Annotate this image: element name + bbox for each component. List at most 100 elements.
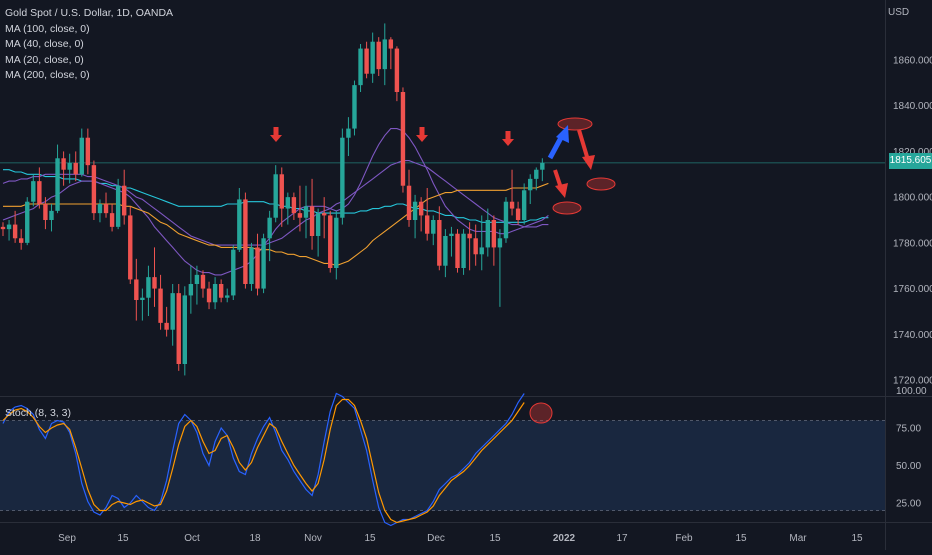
stoch-k-line bbox=[2, 392, 525, 527]
time-tick-label: 15 bbox=[489, 533, 501, 544]
currency-label[interactable]: USD bbox=[888, 7, 910, 18]
candle-body bbox=[18, 238, 24, 243]
candle-body bbox=[388, 39, 394, 49]
candle-body bbox=[297, 213, 303, 218]
stoch-legend[interactable]: Stoch (8, 3, 3) bbox=[5, 407, 71, 419]
time-tick-label: Dec bbox=[427, 533, 445, 544]
candle-body bbox=[152, 277, 157, 289]
legend-ma100[interactable]: MA (100, close, 0) bbox=[5, 22, 90, 35]
up-arrow-head bbox=[556, 125, 569, 143]
candle-body bbox=[255, 247, 260, 289]
down-arrow-head-right bbox=[582, 155, 595, 170]
candle-body bbox=[467, 233, 472, 239]
candle-body bbox=[261, 238, 266, 289]
candle-body bbox=[321, 213, 327, 216]
candle-body bbox=[400, 92, 406, 186]
candle-body bbox=[146, 277, 151, 298]
candle-body bbox=[170, 293, 175, 330]
candle-body bbox=[67, 162, 72, 170]
candle-body bbox=[182, 295, 187, 364]
candle-body bbox=[176, 293, 181, 364]
candle-body bbox=[206, 288, 212, 303]
candle-body bbox=[97, 204, 103, 214]
candle-body bbox=[140, 297, 145, 300]
candle-body bbox=[91, 165, 97, 214]
candle-body bbox=[128, 215, 133, 280]
candle-body bbox=[346, 128, 351, 138]
candle-body bbox=[285, 197, 291, 209]
time-tick-label: 15 bbox=[851, 533, 863, 544]
down-arrow-path-right bbox=[577, 129, 590, 161]
stoch-overbought-ellipse bbox=[529, 402, 553, 424]
price-tick-label: 1800.000 bbox=[893, 193, 932, 204]
candle-body bbox=[267, 217, 272, 239]
stochastic-lines bbox=[2, 392, 525, 527]
candle-body bbox=[31, 181, 36, 202]
time-tick-label: Mar bbox=[789, 533, 807, 544]
candle-body bbox=[43, 204, 48, 220]
time-tick-label: 17 bbox=[616, 533, 628, 544]
candle-body bbox=[0, 226, 6, 230]
candle-body bbox=[12, 224, 18, 239]
stoch-band bbox=[0, 420, 885, 511]
candle-body bbox=[61, 158, 66, 170]
candle-body bbox=[461, 233, 466, 268]
time-tick-label: Oct bbox=[184, 533, 200, 544]
price-tick-label: 1840.000 bbox=[893, 101, 932, 112]
candle-body bbox=[503, 201, 509, 239]
target-ellipse-right bbox=[586, 177, 616, 191]
annotations bbox=[270, 117, 616, 424]
price-tick-label: 1760.000 bbox=[893, 284, 932, 295]
candle-body bbox=[394, 48, 400, 92]
legend-ma40[interactable]: MA (40, close, 0) bbox=[5, 38, 84, 50]
down-arrow-annotation bbox=[270, 127, 282, 142]
candles bbox=[0, 23, 545, 376]
down-arrow-annotation bbox=[502, 131, 514, 146]
time-tick-label: 15 bbox=[364, 533, 376, 544]
candle-body bbox=[237, 199, 242, 250]
legend-ma200[interactable]: MA (200, close, 0) bbox=[5, 69, 90, 81]
candle-body bbox=[55, 158, 60, 211]
candle-body bbox=[382, 39, 387, 70]
candle-body bbox=[231, 249, 236, 296]
time-tick-label: Nov bbox=[304, 533, 322, 544]
candle-body bbox=[485, 220, 490, 248]
candle-body bbox=[455, 233, 460, 268]
candle-body bbox=[443, 236, 448, 266]
legend-title: Gold Spot / U.S. Dollar, 1D, OANDA bbox=[5, 7, 174, 19]
down-arrow-annotation bbox=[416, 127, 428, 142]
candle-body bbox=[188, 284, 194, 296]
time-tick-label: 15 bbox=[117, 533, 129, 544]
candle-body bbox=[534, 169, 539, 179]
candle-body bbox=[358, 48, 363, 86]
time-tick-label: 15 bbox=[735, 533, 747, 544]
price-tick-label: 1740.000 bbox=[893, 330, 932, 341]
candle-body bbox=[491, 220, 497, 248]
candle-body bbox=[352, 85, 357, 129]
candle-body bbox=[25, 201, 30, 243]
candle-body bbox=[158, 288, 163, 323]
target-ellipse-lower bbox=[552, 201, 582, 215]
candle-body bbox=[225, 295, 230, 298]
candle-body bbox=[412, 201, 418, 220]
legend-ma20[interactable]: MA (20, close, 0) bbox=[5, 53, 84, 66]
price-tick-label: 1860.000 bbox=[893, 56, 932, 67]
legend: Gold Spot / U.S. Dollar, 1D, OANDA MA (1… bbox=[5, 6, 173, 84]
candle-body bbox=[49, 210, 54, 220]
candle-body bbox=[431, 220, 436, 234]
candle-body bbox=[79, 137, 84, 175]
candle-body bbox=[243, 199, 248, 284]
candle-body bbox=[103, 204, 109, 214]
candle-body bbox=[473, 238, 478, 255]
candle-body bbox=[497, 238, 503, 248]
stoch-tick-label: 25.00 bbox=[896, 499, 921, 510]
candle-body bbox=[334, 217, 339, 268]
candle-body bbox=[479, 247, 484, 255]
candle-body bbox=[315, 213, 321, 236]
price-tick-label: 1780.000 bbox=[893, 238, 932, 249]
candle-body bbox=[212, 284, 218, 303]
candle-body bbox=[85, 137, 91, 166]
stoch-tick-label: 50.00 bbox=[896, 461, 921, 472]
